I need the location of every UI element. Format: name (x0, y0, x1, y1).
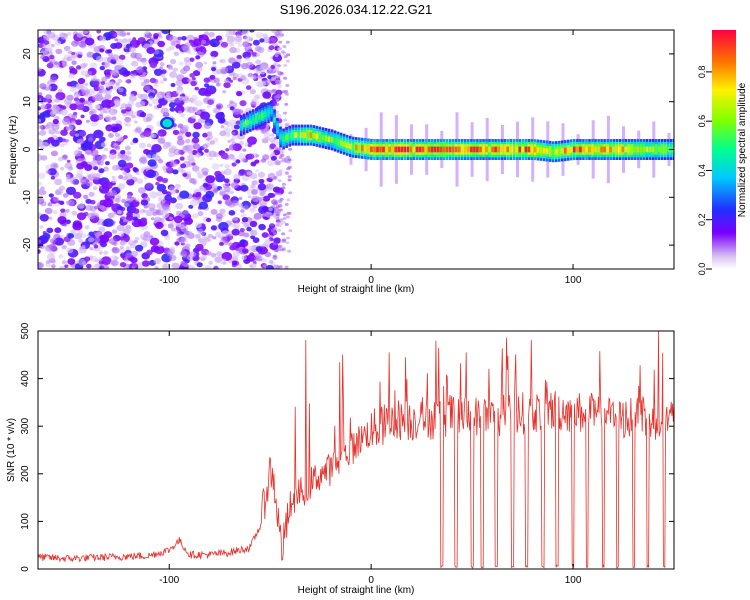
colorbar-tick-label: 0.4 (697, 164, 707, 177)
snr-x-label: Height of straight line (km) (298, 585, 415, 596)
spectrogram-y-tick-label: 20 (22, 48, 33, 60)
spectrogram-tone-ridge (160, 100, 674, 163)
snr-y-label: SNR (10 * v/v) (6, 418, 17, 482)
spectrogram-y-tick-label: -10 (22, 190, 33, 205)
spectrogram-y-tick-label: 10 (22, 96, 33, 108)
spectrogram-y-label: Frequency (Hz) (8, 116, 19, 185)
snr-y-tick-label: 300 (20, 417, 31, 434)
colorbar-tick-label: 0.6 (697, 115, 707, 128)
snr-y-tick-label: 500 (20, 322, 31, 339)
spectrogram-plot-area (38, 30, 674, 269)
colorbar-tick-label: 0.8 (697, 66, 707, 79)
snr-x-tick-label: 0 (368, 575, 374, 586)
spectrogram-noise-speckle (38, 30, 671, 269)
colorbar-label: Normalized spectral amplitude (737, 82, 748, 217)
snr-y-tick-label: 0 (20, 566, 31, 572)
colorbar-tick-label: 0.2 (697, 213, 707, 226)
snr-plot-area (38, 331, 674, 569)
snr-x-tick-label: -100 (159, 575, 179, 586)
spectrogram-y-tick-label: -20 (22, 237, 33, 252)
spectrogram-x-tick-label: -100 (159, 275, 179, 286)
figure-title: S196.2026.034.12.22.G21 (280, 2, 433, 17)
spectrogram-x-tick-label: 100 (565, 275, 582, 286)
snr-x-tick-label: 100 (565, 575, 582, 586)
spectrogram-x-tick-label: 0 (368, 275, 374, 286)
snr-series-line (38, 331, 674, 569)
snr-y-tick-label: 100 (20, 513, 31, 530)
snr-y-tick-label: 400 (20, 370, 31, 387)
snr-axes: -100 0 100 0 100 200 300 400 500 (20, 322, 674, 586)
colorbar: 0.0 0.2 0.4 0.6 0.8 Normalized spectral ampl… (697, 30, 748, 275)
snr-y-tick-label: 200 (20, 465, 31, 482)
spectrogram-y-tick-label: 0 (22, 146, 33, 152)
spectrogram-x-label: Height of straight line (km) (298, 284, 415, 295)
colorbar-ticks: 0.0 0.2 0.4 0.6 0.8 (697, 66, 712, 276)
colorbar-tick-label: 0.0 (697, 263, 707, 276)
snr-panel: -100 0 100 0 100 200 300 400 500 Height of strai… (6, 322, 675, 596)
snr-frame (37, 330, 675, 570)
colorbar-gradient (712, 30, 736, 269)
